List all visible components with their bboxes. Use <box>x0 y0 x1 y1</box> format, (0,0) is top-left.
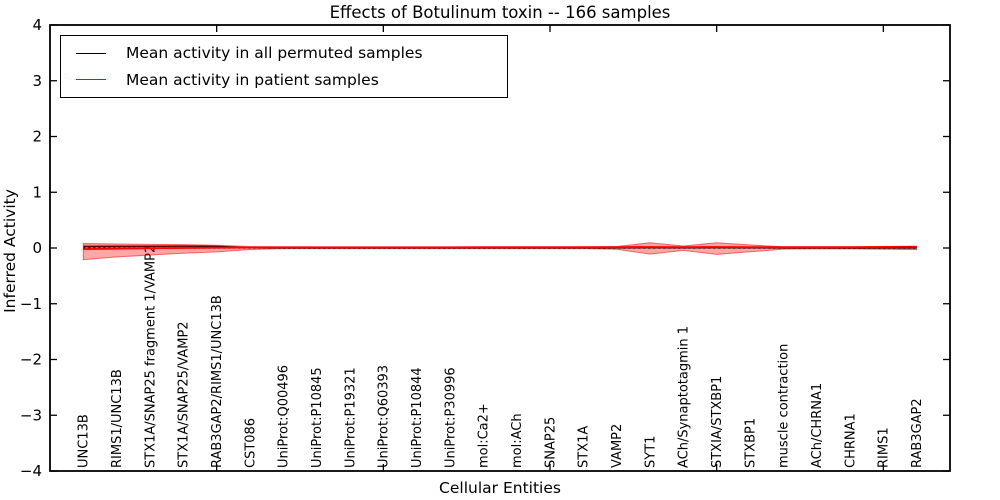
y-tick-label: 2 <box>32 128 42 146</box>
legend-label-patient: Mean activity in patient samples <box>126 70 379 89</box>
x-category-label: STXIA/STXBP1 <box>710 376 725 468</box>
x-category-label: UniProt:P30996 <box>443 367 458 468</box>
legend-label-permuted: Mean activity in all permuted samples <box>126 44 423 63</box>
x-category-label: SYT1 <box>643 436 658 468</box>
y-tick-label: −3 <box>20 406 42 424</box>
x-category-label: UniProt:P10844 <box>410 367 425 468</box>
x-category-label: UNC13B <box>77 414 92 468</box>
legend-line-sample-black <box>76 52 106 54</box>
x-category-label: RAB3GAP2 <box>910 398 925 468</box>
y-tick-label: 0 <box>32 239 42 257</box>
y-tick-label: 4 <box>32 16 42 34</box>
x-category-label: UniProt:P19321 <box>343 367 358 468</box>
y-tick-label: −1 <box>20 295 42 313</box>
y-tick-label: −2 <box>20 351 42 369</box>
legend-line-sample-red <box>76 79 106 81</box>
x-category-label: muscle contraction <box>777 344 792 468</box>
chart-title: Effects of Botulinum toxin -- 166 sample… <box>329 3 671 22</box>
x-category-label: RIMS1/UNC13B <box>110 369 125 468</box>
patient-band <box>82 242 918 261</box>
x-category-label: ACh/CHRNA1 <box>810 383 825 468</box>
x-category-label: UniProt:Q60393 <box>377 365 392 468</box>
x-category-label: UniProt:P10845 <box>310 367 325 468</box>
legend: Mean activity in all permuted samples Me… <box>60 35 508 98</box>
x-category-label: RIMS1 <box>877 427 892 468</box>
x-axis-label: Cellular Entities <box>439 479 561 497</box>
x-category-label: RAB3GAP2/RIMS1/UNC13B <box>210 295 225 468</box>
x-category-label: STX1A/SNAP25/VAMP2 <box>177 321 192 468</box>
y-axis-label: Inferred Activity <box>1 189 19 313</box>
x-category-label: STX1A/SNAP25 fragment 1/VAMP2 <box>143 245 158 468</box>
legend-item-patient: Mean activity in patient samples <box>61 67 507 93</box>
x-category-label: CHRNA1 <box>843 413 858 468</box>
y-tick-label: −4 <box>20 462 42 480</box>
x-category-label: CST086 <box>243 418 258 468</box>
x-category-label: ACh/Synaptotagmin 1 <box>677 326 692 468</box>
patient-mean-line <box>83 245 917 251</box>
x-category-label: STX1A <box>577 426 592 468</box>
x-category-label: mol:Ca2+ <box>477 403 492 468</box>
x-category-label: SNAP25 <box>543 417 558 468</box>
x-category-label: UniProt:Q00496 <box>277 365 292 468</box>
legend-item-permuted: Mean activity in all permuted samples <box>61 40 507 66</box>
x-category-label: mol:ACh <box>510 413 525 468</box>
y-tick-label: 3 <box>32 72 42 90</box>
x-category-label: STXBP1 <box>743 418 758 468</box>
x-category-label: VAMP2 <box>610 424 625 468</box>
y-tick-label: 1 <box>32 183 42 201</box>
